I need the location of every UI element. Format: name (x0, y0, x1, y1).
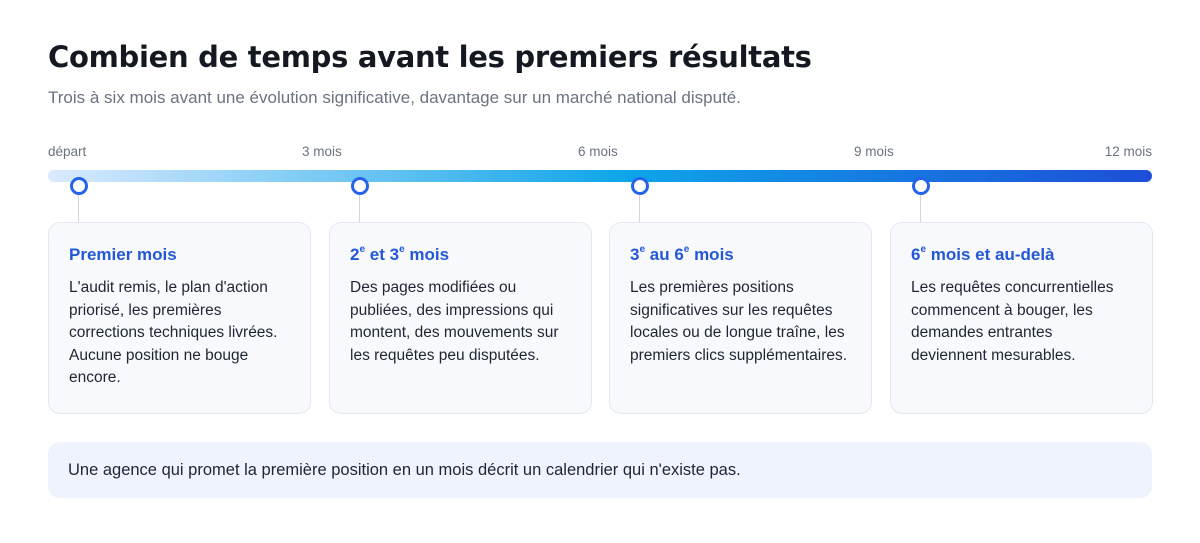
phase-title-text: mois (404, 245, 450, 264)
phase-card-4: 6e mois et au-delà Les requêtes concurre… (890, 222, 1153, 414)
tick-label-6-months: 6 mois (578, 144, 618, 159)
phase-title: Premier mois (69, 245, 290, 265)
phase-title-superscript: e (359, 244, 366, 255)
tick-label-12-months: 12 mois (1104, 144, 1152, 159)
phase-description: Les premières positions significatives s… (630, 279, 848, 364)
phase-description: L'audit remis, le plan d'action priorisé… (69, 279, 278, 386)
phase-title-superscript: e (639, 244, 646, 255)
phase-title-text: 2 (350, 245, 360, 264)
phase-title-superscript: e (920, 244, 927, 255)
timeline-marker-3 (631, 177, 649, 195)
timeline-marker-2 (351, 177, 369, 195)
phase-title-text: mois et au-delà (926, 245, 1055, 264)
timeline-marker-4 (912, 177, 930, 195)
tick-label-3-months: 3 mois (302, 144, 342, 159)
phase-description: Des pages modifiées ou publiées, des imp… (350, 279, 559, 364)
phase-title-text: mois (689, 245, 734, 264)
tick-label-9-months: 9 mois (854, 144, 894, 159)
timeline-connector-1 (78, 195, 79, 223)
phase-title-text: Premier mois (69, 245, 177, 264)
phase-description: Les requêtes concurrentielles commencent… (911, 279, 1114, 364)
phase-card-1: Premier mois L'audit remis, le plan d'ac… (48, 222, 311, 414)
callout-note: Une agence qui promet la première positi… (48, 442, 1152, 498)
timeline-connector-4 (920, 195, 921, 223)
phase-title-superscript: e (399, 244, 405, 255)
callout-note-text: Une agence qui promet la première positi… (68, 460, 741, 479)
phase-title-text: 6 (911, 245, 921, 264)
timeline-bar (48, 170, 1152, 182)
timeline-marker-1 (70, 177, 88, 195)
phase-card-3: 3e au 6e mois Les premières positions si… (609, 222, 872, 414)
tick-label-start: départ (48, 144, 87, 159)
page-subtitle: Trois à six mois avant une évolution sig… (48, 88, 741, 107)
phase-title-superscript: e (683, 244, 690, 255)
timeline-connector-2 (359, 195, 360, 223)
phase-card-2: 2e et 3e mois Des pages modifiées ou pub… (329, 222, 592, 414)
timeline-connector-3 (639, 195, 640, 223)
phase-title: 2e et 3e mois (350, 244, 571, 265)
phase-title-text: et 3 (365, 245, 400, 264)
phase-title-text: au 6 (645, 245, 684, 264)
phase-title: 6e mois et au-delà (911, 244, 1132, 265)
page-title: Combien de temps avant les premiers résu… (48, 40, 812, 74)
phase-title-text: 3 (630, 245, 640, 264)
phase-title: 3e au 6e mois (630, 244, 851, 265)
